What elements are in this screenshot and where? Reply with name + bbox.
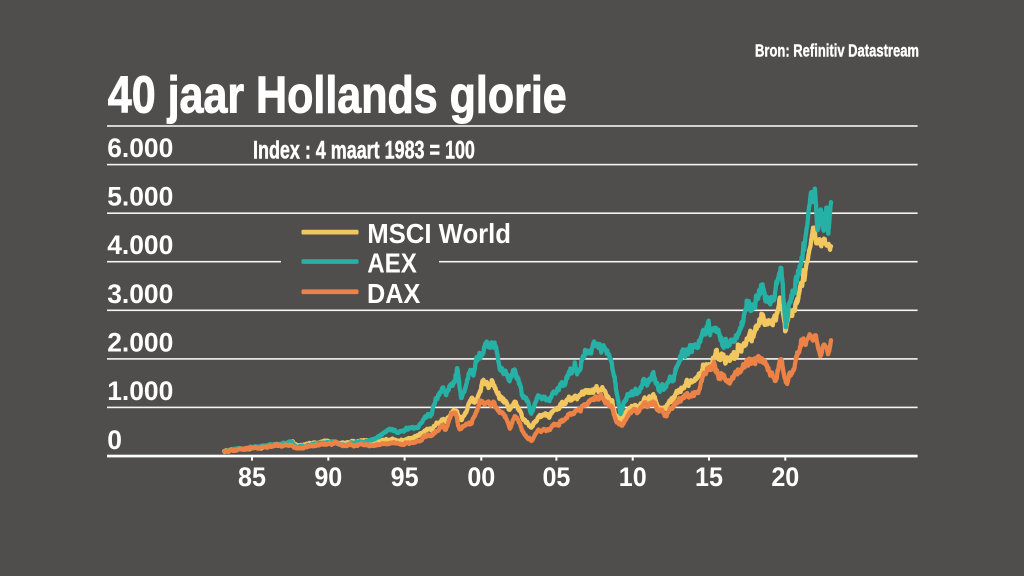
svg-text:40 jaar Hollands glorie: 40 jaar Hollands glorie — [108, 67, 567, 125]
svg-text:05: 05 — [542, 463, 570, 492]
svg-text:Bron: Refinitiv Datastream: Bron: Refinitiv Datastream — [755, 42, 919, 61]
svg-text:AEX: AEX — [367, 247, 417, 279]
svg-text:20: 20 — [771, 463, 799, 492]
svg-text:5.000: 5.000 — [107, 182, 173, 212]
svg-text:00: 00 — [467, 463, 495, 492]
svg-text:90: 90 — [314, 463, 342, 492]
svg-text:DAX: DAX — [367, 278, 421, 310]
svg-text:3.000: 3.000 — [107, 279, 173, 309]
svg-text:15: 15 — [695, 463, 723, 492]
svg-text:95: 95 — [391, 463, 419, 492]
svg-text:Index : 4 maart 1983 = 100: Index : 4 maart 1983 = 100 — [253, 137, 475, 164]
svg-text:2.000: 2.000 — [107, 327, 173, 357]
svg-text:10: 10 — [619, 463, 647, 492]
svg-text:6.000: 6.000 — [107, 133, 173, 163]
svg-text:0: 0 — [107, 425, 122, 455]
svg-text:MSCI World: MSCI World — [367, 218, 511, 249]
svg-text:1.000: 1.000 — [107, 376, 173, 406]
svg-text:4.000: 4.000 — [107, 230, 173, 260]
svg-text:85: 85 — [238, 463, 266, 492]
